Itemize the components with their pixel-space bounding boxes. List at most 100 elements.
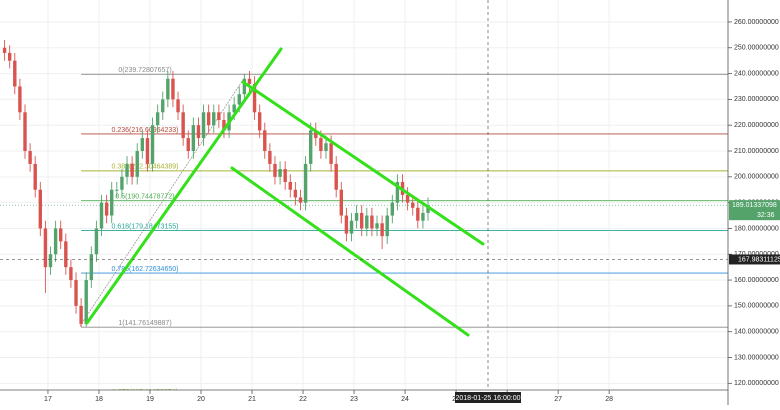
candle-body — [23, 112, 27, 152]
candle-body — [273, 163, 277, 177]
candle-body — [130, 163, 134, 177]
y-tick-label: 250.00000000 — [734, 45, 779, 52]
candle-body — [53, 228, 58, 255]
candle-body — [120, 176, 124, 190]
candle-body — [125, 163, 129, 177]
candle-body — [7, 52, 12, 61]
candle-body — [247, 78, 252, 84]
candle-body — [161, 99, 165, 113]
candle-body — [191, 125, 196, 152]
candle-body — [385, 215, 389, 237]
candle-body — [263, 130, 267, 152]
candle-body — [48, 254, 53, 268]
candle-body — [252, 83, 257, 113]
y-tick-label: 240.00000000 — [734, 70, 779, 77]
candle-body — [375, 223, 379, 229]
candle-body — [84, 280, 88, 324]
candle-body — [293, 189, 298, 198]
candle-body — [405, 194, 410, 203]
candle-body — [365, 215, 369, 229]
candle-body — [237, 94, 241, 105]
y-tick-label: 200.00000000 — [734, 174, 779, 181]
candle-body — [268, 151, 272, 164]
candle-body — [79, 305, 83, 324]
fib-retracement: 0(239.72807657) 0.236(216.60964233) 0.382(… — [79, 67, 728, 396]
x-tick-label: 27 — [554, 396, 562, 403]
x-tick-label: 23 — [350, 396, 358, 403]
candle-body — [186, 138, 190, 152]
candle-body — [283, 169, 287, 182]
candle-body — [155, 112, 160, 126]
candle-body — [206, 112, 211, 126]
crosshair-time-box — [455, 392, 521, 403]
y-tick-label: 160.00000000 — [734, 277, 779, 284]
fib-level-label: 0.786(162.72634650) — [112, 266, 179, 273]
candle-body — [43, 228, 48, 268]
candle-body — [135, 151, 139, 177]
y-tick-label: 140.00000000 — [734, 329, 779, 336]
candle-body — [319, 138, 323, 152]
candle-body — [69, 267, 73, 281]
candle-body — [334, 163, 338, 190]
fib-level-label: 0.5(190.74478772) — [115, 194, 174, 201]
y-tick-label: 230.00000000 — [734, 96, 779, 103]
y-tick-label: 210.00000000 — [734, 148, 779, 155]
candle-body — [411, 202, 415, 208]
y-tick-label: 150.00000000 — [734, 303, 779, 310]
candle-body — [298, 197, 303, 203]
countdown-label: 32:36 — [757, 212, 775, 219]
candle-body — [257, 112, 262, 131]
crosshair-price-box — [729, 254, 780, 265]
candle-body — [145, 138, 150, 164]
candle-body — [38, 189, 43, 229]
candle-body — [426, 205, 430, 213]
fib-level-label: 1.272(115.11458974) — [112, 389, 178, 396]
candle-body — [416, 207, 420, 221]
candle-body — [74, 280, 78, 306]
fib-level-label: 0(239.72807657) — [118, 67, 171, 74]
candle-body — [196, 125, 201, 139]
candle-body — [329, 143, 333, 164]
candle-body — [390, 202, 395, 216]
candle-body — [339, 189, 343, 216]
fib-level-label: 0.382(202.30464389) — [112, 164, 179, 171]
trend-line — [230, 166, 470, 337]
candle-body — [99, 202, 104, 229]
candle-body — [28, 151, 32, 164]
candle-body — [354, 212, 359, 221]
candle-body — [33, 163, 37, 190]
fib-level-label: 1(141.76149887) — [118, 320, 171, 327]
candle-body — [349, 220, 354, 234]
crosshair-price-label: 167.98311125 — [738, 256, 780, 263]
fib-trend-line — [79, 79, 244, 327]
candle-body — [166, 78, 170, 100]
candle-body — [222, 120, 226, 131]
x-tick-label: 28 — [605, 396, 613, 403]
candle-body — [104, 202, 109, 216]
candle-body — [380, 223, 384, 237]
candle-body — [201, 112, 206, 139]
candle-body — [217, 112, 221, 121]
candle-body — [370, 215, 374, 229]
x-tick-label: 18 — [95, 396, 103, 403]
candle-body — [181, 112, 185, 139]
x-tick-label: 17 — [44, 396, 52, 403]
candle-body — [278, 169, 282, 177]
candle-body — [59, 228, 63, 242]
candle-body — [2, 47, 7, 53]
candle-body — [171, 78, 175, 100]
candle-body — [212, 112, 216, 126]
y-tick-label: 130.00000000 — [734, 354, 779, 361]
candle-body — [242, 78, 247, 95]
candle-body — [344, 215, 349, 234]
x-tick-label: 21 — [248, 396, 256, 403]
overlay — [0, 204, 728, 260]
x-tick-label: 20 — [197, 396, 205, 403]
y-tick-label: 120.00000000 — [734, 380, 779, 387]
candle-body — [395, 181, 400, 203]
candle-body — [115, 189, 119, 191]
candle-body — [110, 189, 114, 216]
trend-lines — [85, 47, 485, 337]
